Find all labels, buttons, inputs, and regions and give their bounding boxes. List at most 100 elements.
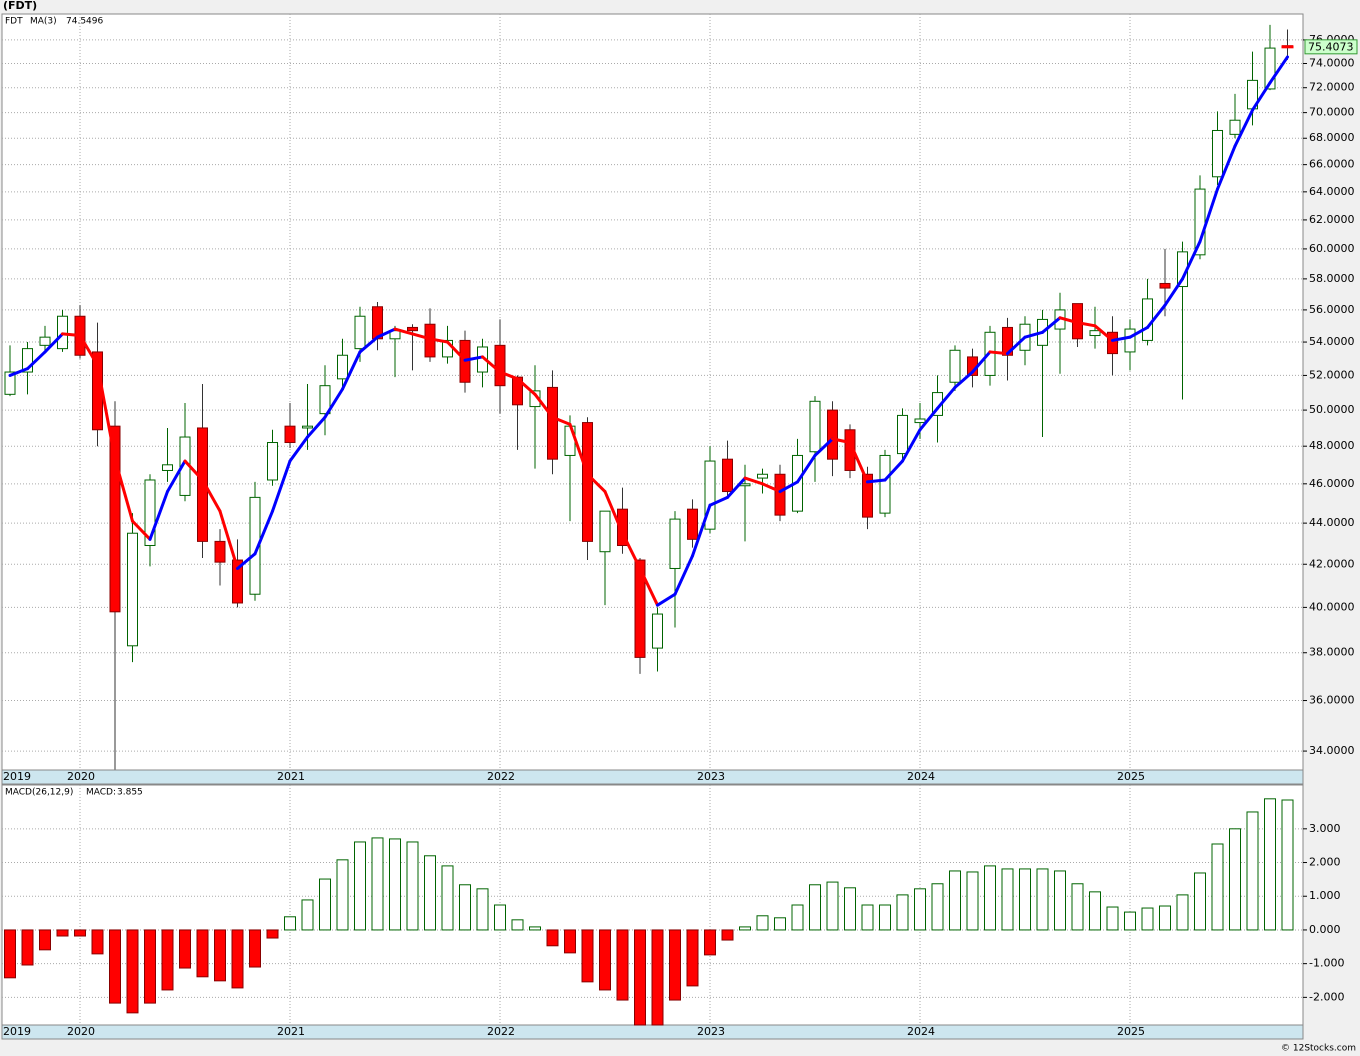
x-tick-label: 2023	[697, 770, 725, 783]
candle-body	[1212, 129, 1223, 178]
macd-bar	[686, 929, 699, 987]
macd-bar	[581, 929, 594, 983]
macd-bar	[739, 926, 751, 931]
candle-body	[897, 414, 908, 455]
x-tick-label: 2024	[907, 1025, 935, 1038]
macd-bar	[319, 878, 331, 931]
ma-line	[271, 459, 292, 513]
ma-line	[621, 531, 642, 570]
candle-body	[687, 508, 698, 540]
x-tick-label: 2025	[1117, 1025, 1145, 1038]
legend-ma-value: 74.5496	[66, 17, 103, 27]
ma-line	[376, 327, 397, 339]
ma-line	[1023, 330, 1044, 339]
ma-line	[306, 415, 327, 439]
candle-body	[879, 454, 891, 514]
candle-body	[827, 409, 838, 460]
y-tick-label: 74.0000	[1309, 56, 1355, 69]
y-tick-label: 0.000	[1309, 923, 1341, 936]
ma-line	[866, 478, 887, 484]
candle-body	[582, 422, 593, 542]
candle-body	[669, 518, 681, 569]
macd-bar	[1229, 828, 1241, 931]
ma-line	[1041, 316, 1062, 334]
macd-bar	[336, 859, 349, 931]
candle-body	[862, 473, 873, 518]
legend-symbol: FDT	[5, 17, 23, 27]
macd-bar	[1089, 891, 1101, 931]
candle-body	[1142, 298, 1153, 341]
x-tick-label: 2021	[277, 770, 305, 783]
candle-body	[1124, 328, 1136, 353]
ma-line	[481, 355, 502, 374]
ma-line	[26, 350, 47, 371]
macd-bar	[651, 929, 664, 1026]
macd-bar	[1001, 868, 1014, 931]
macd-bar	[1159, 905, 1171, 931]
macd-bar	[774, 917, 786, 931]
last-price-label: 75.4073	[1308, 40, 1354, 53]
macd-bar	[1054, 870, 1066, 931]
y-tick-label: 46.0000	[1309, 477, 1355, 490]
macd-bar	[1176, 894, 1189, 931]
ma-line	[1111, 335, 1132, 342]
macd-bar	[1246, 811, 1259, 931]
ma-line	[1146, 303, 1167, 329]
candle-body	[337, 354, 348, 380]
candle-body	[599, 510, 611, 553]
macd-bar	[599, 929, 611, 991]
ma-line	[411, 332, 432, 341]
ma-line	[1181, 240, 1202, 281]
y-tick-label: 1.000	[1309, 889, 1341, 902]
y-tick-label: -1.000	[1309, 957, 1344, 970]
ma-line	[113, 457, 134, 523]
y-tick-label: 68.0000	[1309, 131, 1355, 144]
ma-line	[253, 509, 274, 556]
y-tick-label: 34.0000	[1309, 744, 1355, 757]
candle-body	[127, 532, 138, 647]
macd-bar	[1281, 799, 1294, 931]
candle-body	[284, 425, 296, 444]
candle-body	[1002, 326, 1013, 356]
y-tick-label: 48.0000	[1309, 439, 1355, 452]
macd-bar	[721, 929, 734, 941]
ma-line	[638, 566, 659, 607]
macd-bar	[634, 929, 646, 1026]
macd-bar	[301, 899, 314, 931]
ma-line	[883, 459, 904, 482]
ma-line	[8, 367, 29, 377]
x-tick-label: 2020	[67, 770, 95, 783]
candle-body	[4, 371, 16, 395]
ma-line	[183, 459, 204, 482]
candle-body	[232, 559, 243, 604]
macd-bar	[161, 929, 174, 991]
y-tick-label: 66.0000	[1309, 158, 1355, 171]
ma-line	[323, 387, 344, 419]
y-tick-label: 52.0000	[1309, 368, 1355, 381]
macd-bar	[529, 926, 541, 931]
macd-bar	[1194, 872, 1206, 931]
macd-bar	[861, 904, 874, 931]
ma-line	[1058, 316, 1079, 325]
candle-body	[109, 425, 121, 613]
macd-bar	[231, 929, 244, 989]
candle-body	[1264, 47, 1276, 90]
ma-line	[1216, 144, 1237, 191]
ma-line	[43, 332, 64, 354]
candle-body	[1089, 330, 1101, 337]
y-tick-label: 36.0000	[1309, 694, 1355, 707]
candle-body	[757, 473, 768, 479]
macd-bar	[196, 929, 209, 978]
ma-line	[761, 482, 782, 494]
candle-body	[914, 418, 926, 424]
macd-bar	[1264, 798, 1276, 931]
y-tick-label: 64.0000	[1309, 185, 1355, 198]
y-tick-label: 70.0000	[1309, 106, 1355, 119]
ma-line	[218, 509, 239, 570]
macd-bar	[564, 929, 576, 954]
macd-bar	[4, 929, 16, 979]
ma-line	[498, 370, 519, 381]
ma-line	[936, 385, 957, 410]
ma-line	[603, 490, 624, 535]
candle-body	[652, 613, 663, 649]
